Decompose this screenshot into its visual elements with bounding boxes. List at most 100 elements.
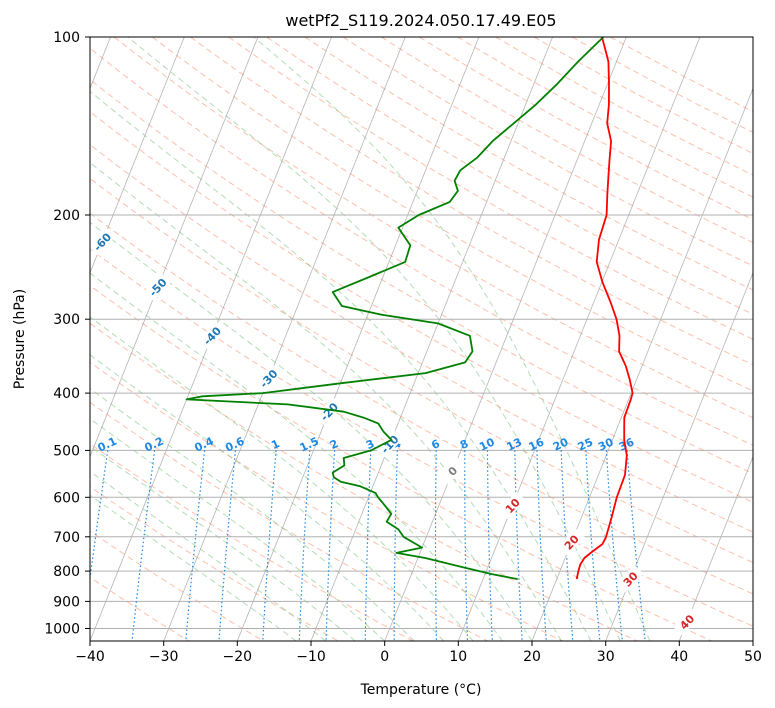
- isotherm-label-group: 30: [616, 564, 644, 593]
- mixing-ratio-line: [218, 450, 236, 641]
- moist-adiabat-line: [90, 90, 592, 641]
- mixing-ratio-line: [486, 450, 493, 641]
- y-tick-label: 900: [53, 594, 80, 610]
- isotherm-line: [236, 37, 480, 641]
- isotherm-line: [90, 37, 259, 458]
- isotherm-line: [384, 37, 627, 641]
- isotherm-label-bg: [254, 364, 282, 393]
- dry-adiabat-line: [457, 37, 753, 198]
- isotherm-line: [90, 37, 185, 274]
- dry-adiabat-line: [571, 37, 753, 133]
- isotherm-label-bg: [375, 429, 403, 458]
- dry-adiabat-line: [190, 37, 753, 366]
- x-axis-label: Temperature (°C): [360, 682, 482, 698]
- moist-adiabat-line: [127, 37, 621, 641]
- moist-adiabat-line: [90, 354, 444, 641]
- y-tick-label: 300: [53, 312, 80, 328]
- isotherm-label-group: -80: [0, 140, 4, 169]
- isotherm-line: [678, 455, 753, 641]
- mixing-ratio-label: 30: [596, 435, 616, 453]
- mixing-ratio-line: [262, 450, 277, 641]
- dry-adiabat-line: [342, 37, 753, 267]
- isotherm-line: [457, 37, 701, 641]
- mixing-ratio-line: [131, 450, 156, 641]
- moist-adiabat-line: [252, 37, 651, 641]
- mixing-ratio-line: [464, 450, 469, 641]
- x-tick-label: 50: [744, 649, 762, 665]
- x-tick-label: −10: [296, 649, 326, 665]
- isotherm-label-bg: [498, 491, 526, 520]
- isotherm-line: [310, 37, 553, 641]
- mixing-ratio-label: 1: [269, 437, 281, 452]
- mixing-ratio-line: [514, 450, 523, 641]
- y-tick-label: 100: [53, 30, 80, 46]
- dry-adiabat-line: [90, 443, 414, 641]
- mixing-ratio-label: 2: [328, 437, 340, 452]
- dry-adiabat-line: [266, 37, 753, 315]
- isotherm-line: [752, 639, 753, 641]
- dry-adiabat-line: [90, 79, 753, 474]
- isotherm-label: -80: [0, 143, 2, 167]
- isotherm-label-bg: [672, 607, 701, 636]
- mixing-ratio-line: [298, 450, 311, 641]
- isotherm-line: [605, 271, 753, 641]
- x-tick-label: 30: [597, 649, 615, 665]
- dry-adiabat-line: [228, 37, 753, 340]
- x-tick-label: −30: [149, 649, 179, 665]
- dry-adiabat-line: [533, 37, 753, 155]
- moist-adiabat-line: [90, 387, 415, 641]
- mixing-ratio-line: [364, 450, 372, 641]
- mixing-ratio-label: 13: [505, 435, 524, 453]
- mixing-ratio-label: 1.5: [298, 435, 321, 455]
- dewpoint-line: [185, 37, 605, 580]
- dry-adiabat-line: [419, 37, 753, 221]
- isotherm-label-group: 40: [672, 607, 701, 636]
- moist-adiabat-line: [90, 161, 562, 641]
- x-tick-label: −40: [75, 649, 105, 665]
- isotherm-label-bg: [143, 273, 172, 301]
- moist-adiabat-line: [90, 445, 356, 641]
- mixing-ratio-line: [325, 450, 336, 641]
- isotherm-label-bg: [438, 456, 466, 485]
- x-tick-label: 10: [449, 649, 467, 665]
- dry-adiabat-line: [90, 212, 753, 595]
- isotherm-label-group: 0: [438, 456, 466, 485]
- mixing-ratio-label: 25: [576, 435, 595, 453]
- isotherm-line: [163, 37, 406, 641]
- mixing-ratio-label: 10: [477, 435, 497, 453]
- moist-adiabat-line: [90, 272, 503, 641]
- isotherm-label-group: -70: [33, 182, 61, 211]
- mixing-ratio-label: 16: [527, 435, 547, 453]
- moist-adiabat-line: [90, 221, 533, 641]
- plot-frame: [89, 36, 754, 642]
- mixing-ratio-label: 0.6: [223, 434, 246, 454]
- isotherm-label-group: -60: [90, 227, 116, 256]
- y-tick-label: 1000: [44, 622, 80, 638]
- mixing-ratio-label: 0.2: [143, 435, 166, 455]
- chart-title: wetPf2_S119.2024.050.17.49.E05: [285, 11, 556, 31]
- mixing-ratio-label: 6: [429, 437, 442, 452]
- isotherm-label-group: 20: [557, 528, 585, 556]
- moist-adiabat-line: [90, 418, 386, 641]
- y-tick-label: 200: [53, 208, 80, 224]
- dry-adiabat-line: [151, 37, 753, 392]
- y-tick-label: 800: [53, 564, 80, 580]
- y-axis: 100 200 300 400 500 600 700 800 900 1000: [44, 30, 90, 638]
- isotherm-label-bg: [0, 140, 3, 168]
- mixing-ratio-label: 0.1: [96, 435, 119, 455]
- mixing-ratio-line: [90, 450, 109, 583]
- dry-adiabat-line: [113, 37, 753, 419]
- isotherm-label-bg: [198, 321, 226, 350]
- mixing-ratio-line: [434, 450, 437, 641]
- dry-adiabat-line: [90, 47, 753, 446]
- dry-adiabat-line: [90, 284, 712, 641]
- dry-adiabat-line: [304, 37, 753, 291]
- x-axis: −40 −30 −20 −10 0 10 20 30 40 50: [75, 641, 762, 665]
- x-tick-label: 20: [523, 649, 541, 665]
- dry-adiabat-line: [90, 401, 488, 641]
- isotherm-label-group: -40: [198, 321, 226, 350]
- dry-adiabat-line: [90, 144, 753, 533]
- moist-adiabat-line: [90, 470, 327, 641]
- profile-series: [185, 37, 634, 580]
- isotherm-label-bg: [90, 227, 116, 256]
